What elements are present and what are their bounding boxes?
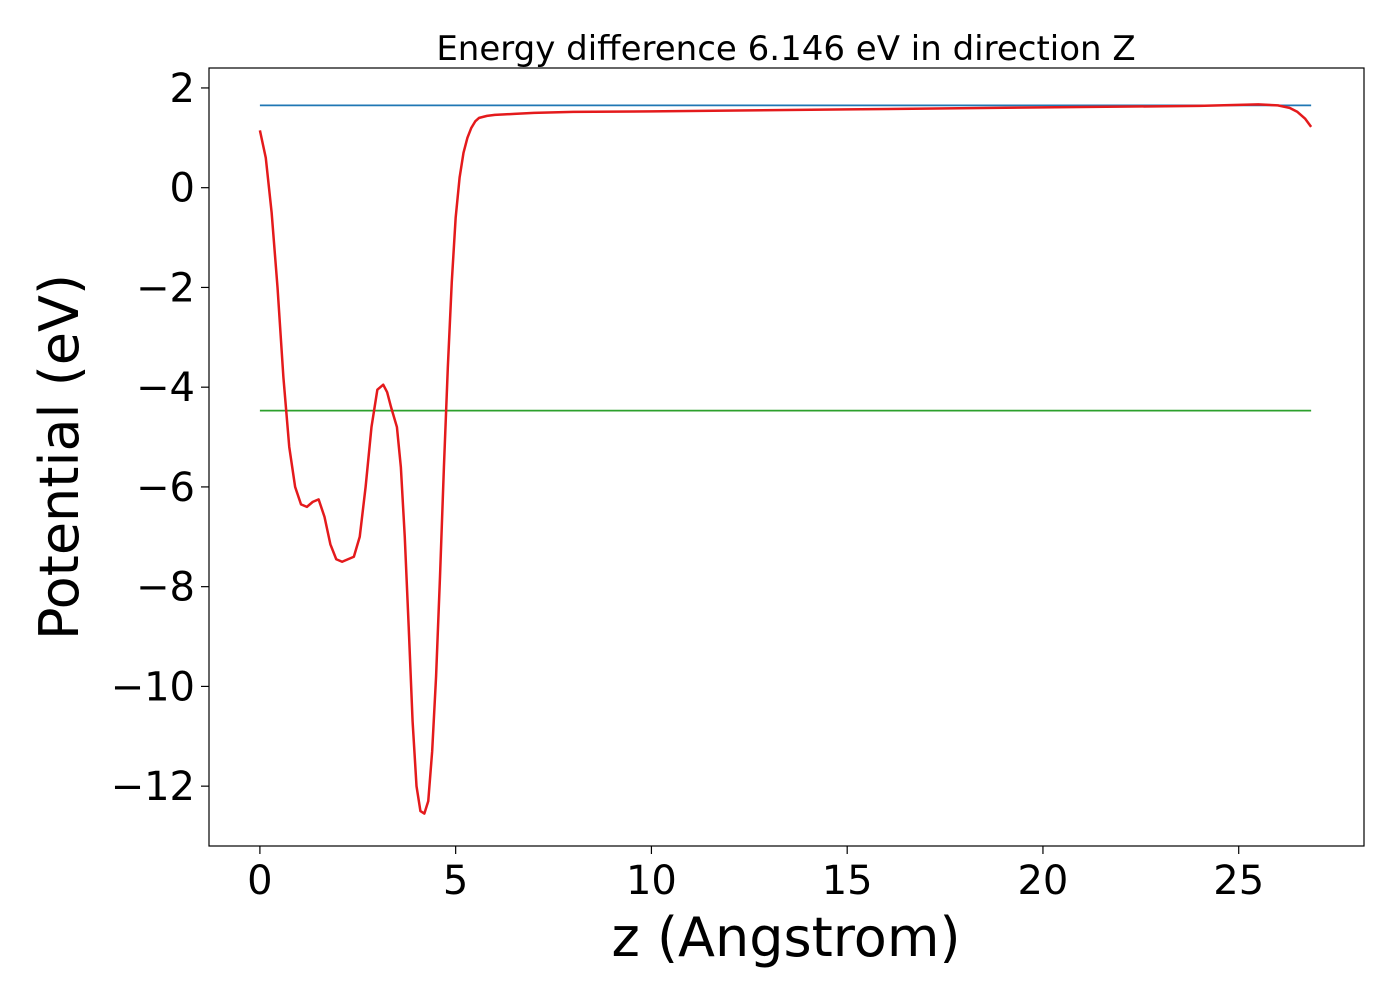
x-tick-label: 15 xyxy=(822,858,873,904)
y-axis-ticks: 2 0 −2 −4 −6 −8 −10 −12 xyxy=(111,66,209,810)
y-tick-label: 0 xyxy=(170,166,195,212)
y-axis-label: Potential (eV) xyxy=(28,274,91,640)
y-tick-label: −4 xyxy=(136,365,195,411)
x-axis-label: z (Angstrom) xyxy=(611,906,960,969)
series-layer xyxy=(258,103,1313,815)
plot-frame xyxy=(208,67,1365,847)
y-tick-label: −6 xyxy=(136,465,195,511)
x-tick-label: 25 xyxy=(1213,858,1264,904)
y-tick-label: −10 xyxy=(111,664,195,710)
x-axis-ticks: 0 5 10 15 20 25 xyxy=(247,846,1264,904)
series-line-3 xyxy=(258,103,1313,815)
y-tick-label: −12 xyxy=(111,764,195,810)
x-tick-label: 5 xyxy=(443,858,468,904)
chart-title: Energy difference 6.146 eV in direction … xyxy=(436,29,1135,69)
x-tick-label: 10 xyxy=(626,858,677,904)
x-tick-label: 20 xyxy=(1017,858,1068,904)
y-tick-label: 2 xyxy=(170,66,195,112)
y-tick-label: −2 xyxy=(136,265,195,311)
y-tick-label: −8 xyxy=(136,565,195,611)
x-tick-label: 0 xyxy=(247,858,272,904)
